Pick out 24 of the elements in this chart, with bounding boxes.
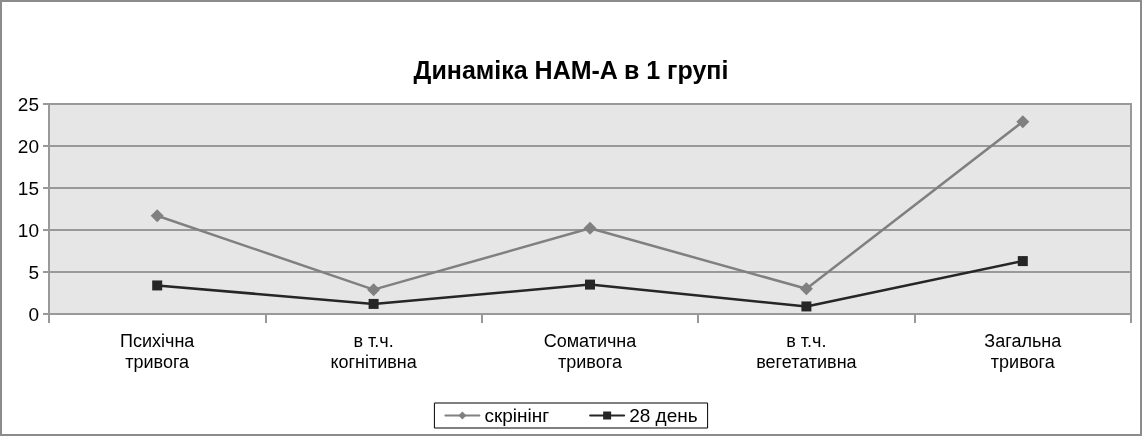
point <box>367 283 381 297</box>
y-tick-label: 20 <box>17 135 39 157</box>
x-tick-label: Соматична тривога <box>543 330 638 372</box>
legend-label: 28 день <box>629 405 698 426</box>
x-tick-label: в т.ч. вегетативна <box>756 330 858 372</box>
y-tick-label: 0 <box>28 303 39 325</box>
point <box>583 221 597 235</box>
point <box>1017 256 1028 267</box>
point <box>801 301 812 312</box>
point <box>368 298 379 309</box>
point <box>1016 115 1030 129</box>
y-tick-label: 25 <box>17 93 39 115</box>
x-tick-label: Психічна тривога <box>120 330 196 372</box>
y-tick-label: 5 <box>28 261 39 283</box>
point <box>152 280 163 291</box>
point <box>150 209 164 223</box>
legend-label: скрінінг <box>484 405 550 426</box>
y-tick-label: 10 <box>17 219 39 241</box>
y-tick-label: 15 <box>17 177 39 199</box>
point <box>585 279 595 290</box>
point <box>799 282 813 296</box>
x-tick-label: в т.ч. когнітивна <box>330 330 418 372</box>
chart-title: Динаміка HAM-A в 1 групі <box>413 55 729 84</box>
x-tick-label: Загальна тривога <box>984 330 1063 372</box>
